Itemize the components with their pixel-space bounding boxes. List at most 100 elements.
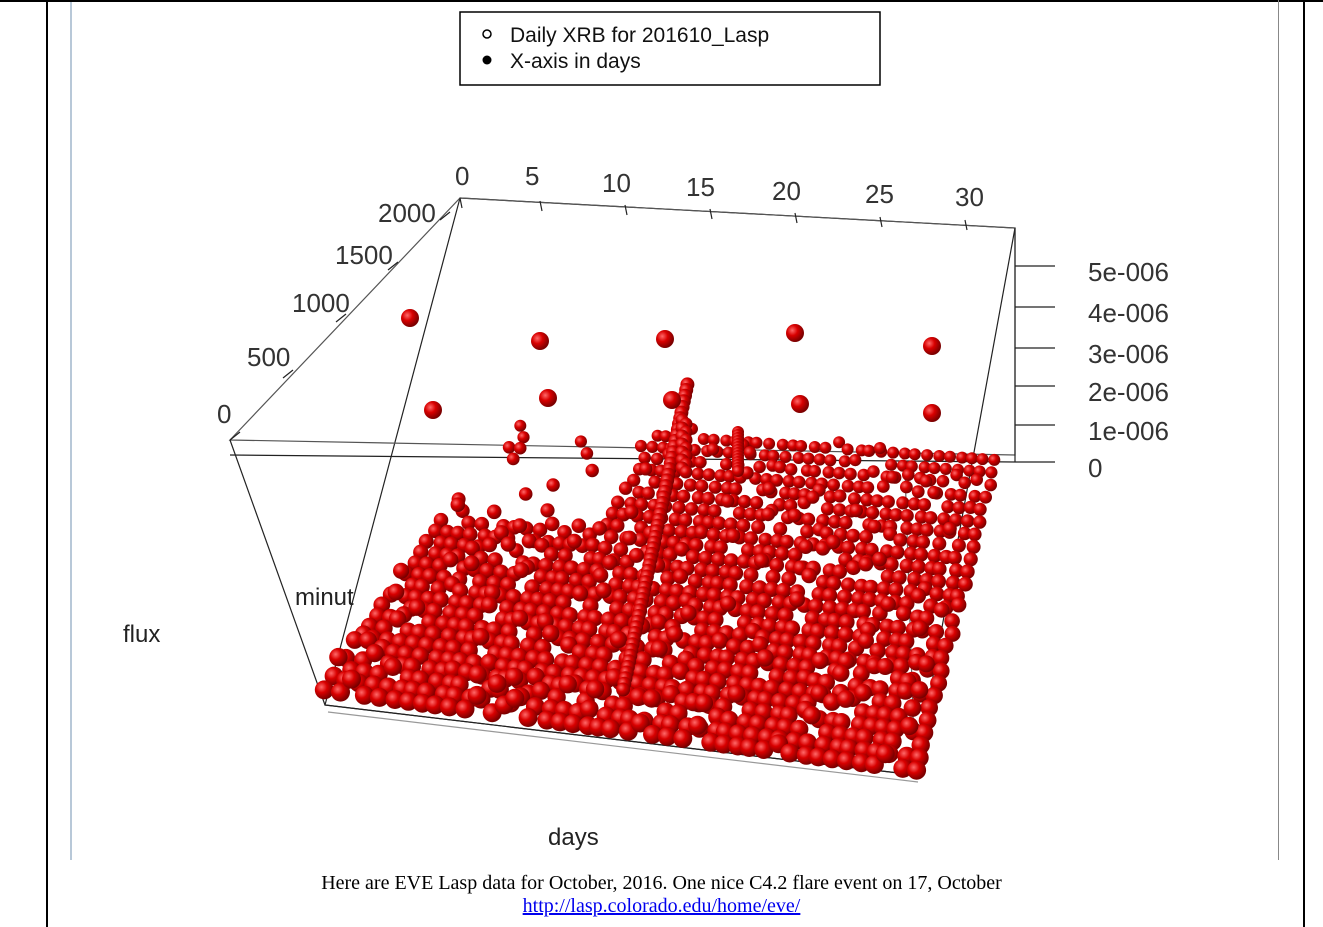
data-point [802, 452, 815, 465]
frame-right-line [1303, 0, 1305, 927]
data-point [739, 578, 755, 595]
data-point [712, 516, 727, 531]
data-point [408, 598, 426, 616]
data-point [927, 548, 942, 564]
data-point [706, 443, 720, 456]
data-point [698, 550, 714, 566]
caption-link[interactable]: http://lasp.colorado.edu/home/eve/ [522, 895, 801, 917]
data-point [487, 552, 503, 568]
data-point [749, 604, 766, 621]
z-tick-marks [1015, 265, 1055, 463]
x-tick: 30 [955, 182, 984, 212]
data-point [393, 562, 410, 579]
x-tick: 10 [602, 168, 631, 198]
caption-text: Here are EVE Lasp data for October, 2016… [321, 872, 1002, 894]
data-point [722, 446, 735, 459]
data-point [624, 504, 639, 520]
x-tick: 25 [865, 179, 894, 209]
data-point [688, 715, 708, 735]
data-point [860, 493, 874, 507]
data-point [480, 596, 498, 614]
data-point [770, 473, 784, 487]
data-point [838, 515, 853, 530]
data-point [388, 610, 407, 628]
data-point [725, 528, 741, 543]
data-point [659, 430, 672, 443]
data-point [789, 591, 805, 608]
data-point [813, 453, 826, 466]
data-point [539, 389, 557, 407]
data-point [605, 506, 620, 521]
data-point [895, 605, 912, 622]
y-tick-marks [229, 211, 451, 441]
data-point [910, 681, 929, 699]
box-front-left-edge [229, 439, 326, 706]
data-point [908, 448, 921, 461]
data-point [450, 525, 466, 541]
data-point [960, 564, 975, 579]
data-point [921, 449, 934, 462]
data-point [963, 464, 976, 477]
data-point [784, 463, 798, 476]
data-point [603, 529, 619, 545]
data-point [713, 540, 728, 555]
data-point [500, 536, 516, 552]
data-point [834, 601, 851, 617]
data-point [833, 489, 847, 503]
data-point [885, 458, 898, 471]
data-point [428, 546, 444, 562]
data-point [792, 451, 805, 464]
data-point [884, 557, 899, 572]
data-point [919, 474, 933, 488]
data-point [824, 454, 837, 467]
data-point [638, 451, 651, 465]
data-point [849, 454, 862, 467]
data-point [639, 462, 653, 476]
data-point [777, 607, 794, 624]
x-tick: 5 [525, 161, 539, 191]
data-point [648, 475, 662, 489]
data-point [928, 462, 941, 475]
data-point [707, 504, 722, 518]
data-point [861, 481, 875, 494]
data-point [504, 667, 524, 686]
data-point [876, 480, 890, 493]
data-point [771, 594, 788, 611]
data-point [832, 466, 846, 480]
data-point [684, 502, 699, 516]
data-point [683, 478, 698, 492]
legend-filled-marker-icon [482, 55, 492, 65]
data-point [511, 609, 529, 627]
data-point [707, 611, 724, 628]
data-point [540, 503, 555, 518]
data-point [329, 647, 348, 667]
legend: Daily XRB for 201610_Lasp X-axis in days [459, 11, 881, 86]
data-point [782, 474, 796, 488]
data-point [931, 574, 946, 589]
data-point [711, 552, 726, 567]
data-point [857, 632, 874, 649]
data-point [867, 519, 882, 534]
data-point [787, 547, 803, 563]
data-point [949, 563, 964, 578]
data-point [941, 500, 955, 514]
data-point [727, 684, 746, 703]
data-point [889, 508, 903, 522]
data-point [865, 506, 880, 520]
data-point [665, 595, 682, 611]
data-point [709, 575, 726, 592]
data-point [383, 657, 402, 676]
data-point [927, 485, 941, 500]
data-point [750, 436, 763, 449]
data-point [847, 492, 862, 506]
data-point [345, 631, 364, 649]
data-point [764, 581, 780, 597]
data-point [958, 576, 973, 592]
data-point [531, 681, 550, 700]
data-point [705, 563, 721, 579]
data-point [961, 514, 975, 528]
data-point [585, 537, 601, 553]
data-point [533, 568, 550, 585]
data-point [650, 640, 668, 658]
data-point [442, 551, 459, 568]
